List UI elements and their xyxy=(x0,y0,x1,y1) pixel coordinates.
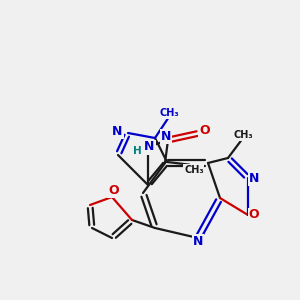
Text: O: O xyxy=(108,184,119,197)
Text: N: N xyxy=(249,172,259,184)
Text: N: N xyxy=(144,140,155,154)
Text: CH₃: CH₃ xyxy=(184,165,204,175)
Text: CH₃: CH₃ xyxy=(160,108,179,118)
Text: H: H xyxy=(133,146,142,156)
Text: N: N xyxy=(161,130,171,143)
Text: O: O xyxy=(199,124,210,137)
Text: O: O xyxy=(249,208,259,221)
Text: N: N xyxy=(193,235,203,248)
Text: CH₃: CH₃ xyxy=(233,130,253,140)
Text: N: N xyxy=(112,125,123,138)
